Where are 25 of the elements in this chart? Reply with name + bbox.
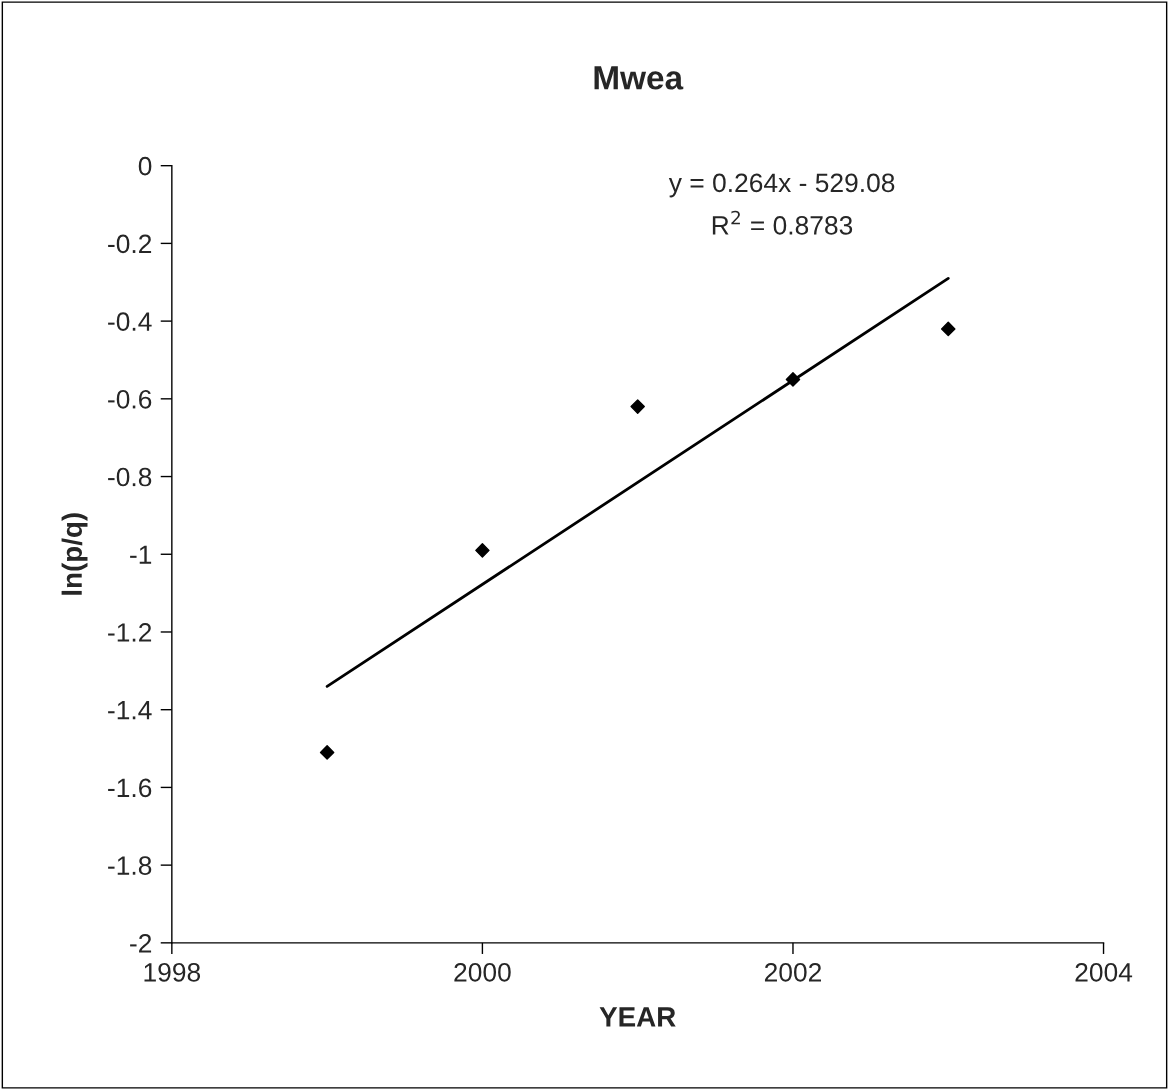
y-axis-title: ln(p/q): [61, 513, 88, 595]
point: [940, 321, 956, 337]
y-tick-label: -0.2: [108, 234, 152, 254]
point: [785, 372, 801, 387]
y-tick-label: 0: [138, 156, 152, 176]
x-tick-label: 2000: [454, 962, 511, 982]
point: [319, 745, 335, 760]
annotation: R$^{2}$ = 0.8783: [712, 210, 853, 235]
y-tick-label: -0.8: [108, 467, 152, 487]
chart-title: Mwea: [594, 66, 684, 90]
y-tick-label: -0.6: [108, 389, 152, 409]
y-tick-label: -2: [130, 933, 152, 953]
annotation: y = 0.264x - 529.08: [668, 173, 895, 198]
y-tick-label: -1.6: [108, 778, 152, 798]
y-tick-label: -0.4: [108, 312, 152, 331]
x-tick-label: 1998: [144, 962, 201, 982]
point: [630, 399, 645, 414]
x-tick-label: 2002: [764, 962, 821, 982]
y-tick-label: -1.8: [108, 856, 152, 875]
x-axis-title: YEAR: [599, 1007, 676, 1027]
point: [475, 543, 490, 558]
y-tick-label: -1.2: [108, 623, 152, 642]
x-tick-label: 2004: [1075, 962, 1133, 982]
y-tick-label: -1: [130, 545, 152, 564]
y-tick-label: -1.4: [108, 701, 152, 720]
